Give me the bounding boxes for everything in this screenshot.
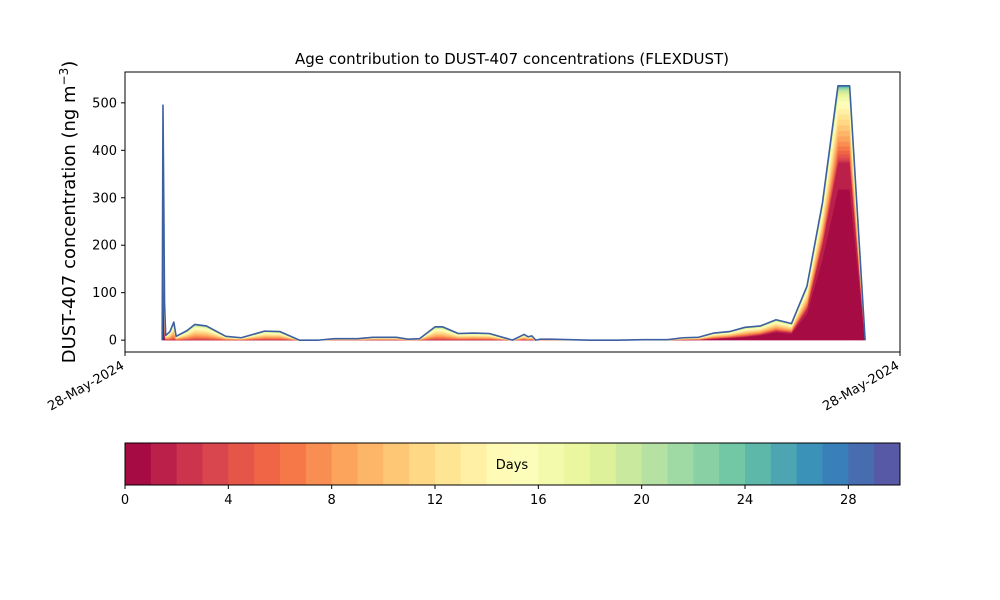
colorbar-bin-27 xyxy=(822,443,849,485)
colorbar-bin-2 xyxy=(176,443,203,485)
age-layer-11 xyxy=(162,119,866,341)
colorbar-bin-1 xyxy=(150,443,178,485)
colorbar-tick-label: 16 xyxy=(530,493,547,508)
age-layer-28 xyxy=(162,85,866,341)
age-layer-15 xyxy=(162,100,866,341)
colorbar-bin-7 xyxy=(305,443,333,485)
colorbar-bin-5 xyxy=(254,443,281,485)
y-tick-label: 200 xyxy=(92,239,117,254)
age-layer-17 xyxy=(162,94,866,341)
colorbar-tick-label: 12 xyxy=(427,493,444,508)
y-tick-label: 400 xyxy=(92,144,117,159)
age-layer-4 xyxy=(162,154,866,341)
y-tick-label: 500 xyxy=(92,96,117,111)
colorbar-bin-3 xyxy=(202,443,229,485)
colorbar-bin-4 xyxy=(228,443,255,485)
plot-frame xyxy=(124,71,901,353)
colorbar-bin-6 xyxy=(280,443,307,485)
age-layer-0 xyxy=(161,188,866,341)
age-layer-24 xyxy=(162,86,866,341)
age-layer-19 xyxy=(162,90,866,341)
age-layer-10 xyxy=(162,124,866,341)
chart-title: Age contribution to DUST-407 concentrati… xyxy=(295,50,729,68)
colorbar-bin-9 xyxy=(357,443,384,485)
age-layer-2 xyxy=(162,160,866,341)
y-axis-label-main: DUST-407 concentration (ng m xyxy=(59,85,80,363)
colorbar-bin-22 xyxy=(693,443,720,485)
colorbar-bin-8 xyxy=(331,443,358,485)
age-layer-9 xyxy=(162,130,866,341)
age-layer-3 xyxy=(162,157,866,341)
colorbar-tick-label: 20 xyxy=(633,493,650,508)
colorbar-bin-25 xyxy=(770,443,798,485)
area-layers xyxy=(161,84,866,341)
colorbar-bin-15 xyxy=(512,443,539,485)
colorbar-tick-label: 24 xyxy=(737,493,754,508)
age-layer-20 xyxy=(162,89,866,341)
age-layer-22 xyxy=(162,87,866,341)
colorbar-tick-label: 4 xyxy=(224,493,232,508)
y-axis-label: DUST-407 concentration (ng m−3) xyxy=(57,61,80,364)
colorbar-bin-21 xyxy=(667,443,694,485)
age-layer-14 xyxy=(162,104,866,341)
colorbar-bin-13 xyxy=(460,443,488,485)
age-contribution-chart: Age contribution to DUST-407 concentrati… xyxy=(45,50,902,414)
age-layer-21 xyxy=(162,88,866,341)
y-tick-label: 0 xyxy=(109,334,117,349)
age-layer-25 xyxy=(162,86,866,341)
y-ticks: 0 100 200 300 400 500 xyxy=(92,96,125,349)
colorbar-tick-label: 28 xyxy=(840,493,857,508)
colorbar-bin-28 xyxy=(848,443,875,485)
age-layer-23 xyxy=(162,86,866,341)
age-layer-27 xyxy=(162,85,866,341)
colorbar-bin-24 xyxy=(745,443,772,485)
age-layer-29 xyxy=(162,85,866,341)
colorbar-bin-10 xyxy=(383,443,410,485)
colorbar-bin-20 xyxy=(641,443,668,485)
colorbar-bin-17 xyxy=(564,443,591,485)
colorbar-bin-18 xyxy=(590,443,617,485)
colorbar-bins xyxy=(125,443,901,485)
age-layer-26 xyxy=(162,86,866,341)
colorbar-frame xyxy=(124,442,901,486)
x-tick-label: 28-May-2024 xyxy=(820,358,902,414)
colorbar-bin-19 xyxy=(615,443,643,485)
age-layer-18 xyxy=(162,92,866,341)
colorbar-bin-12 xyxy=(435,443,462,485)
age-colorbar: Days 0 4 8 12 16 20 24 28 xyxy=(121,442,901,508)
colorbar-tick-label: 0 xyxy=(121,493,129,508)
colorbar-label: Days xyxy=(496,458,529,473)
colorbar-tick-label: 8 xyxy=(328,493,336,508)
colorbar-bin-14 xyxy=(486,443,513,485)
age-layer-7 xyxy=(162,141,866,341)
age-layer-6 xyxy=(162,146,866,341)
colorbar-bin-29 xyxy=(874,443,901,485)
age-layer-16 xyxy=(162,97,866,341)
y-axis-label-close: ) xyxy=(59,61,80,68)
age-layer-12 xyxy=(162,114,866,341)
age-layer-8 xyxy=(162,135,866,341)
age-layer-5 xyxy=(162,150,866,341)
x-tick-label: 28-May-2024 xyxy=(45,358,127,414)
colorbar-bin-26 xyxy=(796,443,823,485)
y-tick-label: 100 xyxy=(92,286,117,301)
y-axis-label-exponent: −3 xyxy=(57,68,71,86)
colorbar-bin-0 xyxy=(125,443,152,485)
colorbar-ticks: 0 4 8 12 16 20 24 28 xyxy=(121,485,857,508)
total-outline xyxy=(161,84,866,341)
colorbar-bin-23 xyxy=(719,443,746,485)
age-layer-1 xyxy=(162,162,866,341)
colorbar-bin-11 xyxy=(409,443,436,485)
y-tick-label: 300 xyxy=(92,191,117,206)
x-ticks: 28-May-2024 28-May-2024 xyxy=(45,352,902,414)
age-layer-13 xyxy=(162,109,866,341)
colorbar-bin-16 xyxy=(538,443,565,485)
